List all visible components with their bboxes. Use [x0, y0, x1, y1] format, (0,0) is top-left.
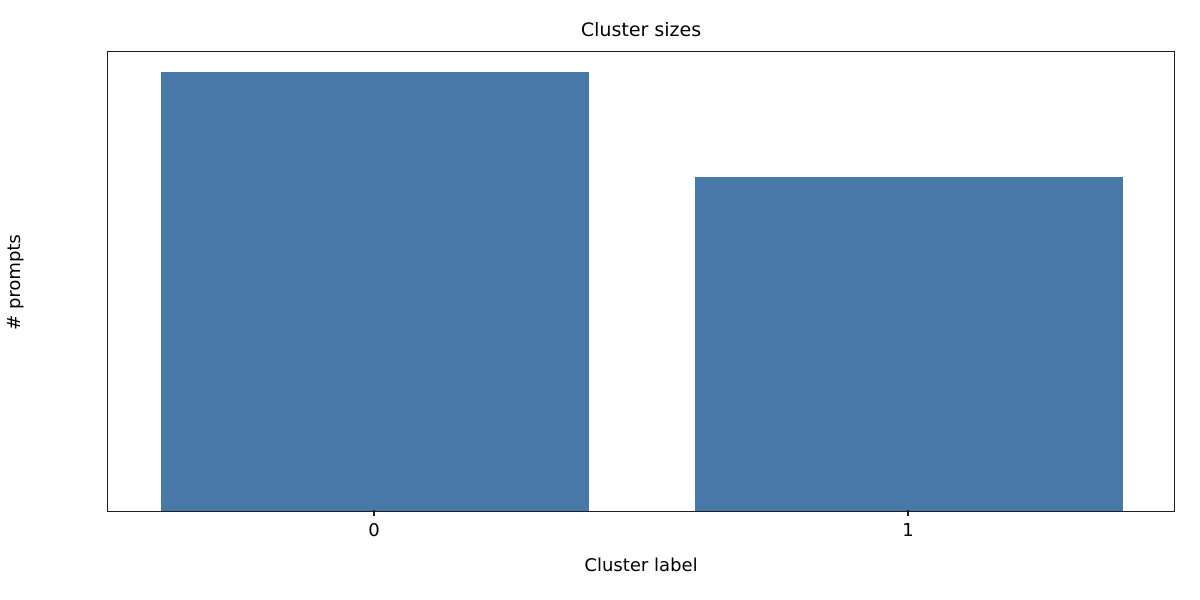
bar	[695, 177, 1123, 511]
y-axis-label-container: # prompts	[0, 51, 30, 512]
x-tick-label: 0	[368, 520, 380, 541]
y-axis-label: # prompts	[4, 233, 25, 330]
x-axis-label: Cluster label	[584, 555, 698, 576]
chart-title: Cluster sizes	[580, 19, 702, 41]
bars-container	[108, 52, 1174, 511]
plot-area	[107, 51, 1175, 512]
bar	[161, 71, 589, 511]
x-tick-mark	[373, 510, 375, 517]
x-tick-mark	[907, 510, 909, 517]
x-tick-label: 1	[902, 520, 914, 541]
